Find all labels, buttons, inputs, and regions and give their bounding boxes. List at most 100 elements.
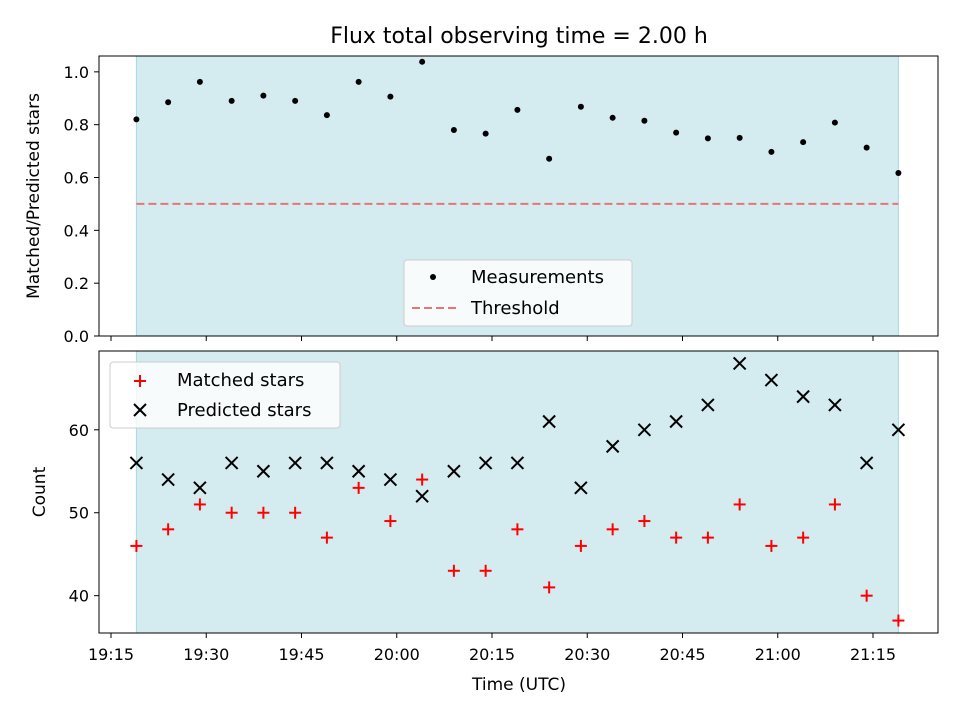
y-tick-label: 0.0 [64, 327, 89, 346]
legend-measurements-marker [430, 274, 436, 280]
predicted-star-point [669, 414, 683, 429]
measurement-point [673, 129, 680, 136]
bottom-y-ticks: 40 50 60 [69, 421, 99, 606]
predicted-star-point [256, 464, 271, 478]
predicted-star-point [415, 489, 429, 503]
legend-measurements-label: Measurements [471, 267, 604, 288]
predicted-star-point [288, 456, 302, 470]
predicted-star-point [732, 356, 747, 371]
top-y-ticks: 0.0 0.2 0.4 0.6 0.8 1.0 [64, 63, 99, 346]
measurement-point [133, 116, 140, 123]
measurement-point [292, 97, 299, 104]
matched-star-point [892, 614, 905, 627]
matched-star-point [416, 473, 429, 486]
measurement-point [546, 155, 553, 162]
predicted-star-point [351, 464, 366, 478]
measurement-point [641, 117, 648, 124]
y-tick-label: 1.0 [64, 63, 89, 82]
measurement-point [514, 106, 521, 113]
measurement-points [133, 58, 902, 177]
y-tick-label: 50 [69, 504, 89, 523]
measurement-point [736, 134, 743, 141]
legend-threshold-label: Threshold [470, 298, 560, 319]
measurement-point [577, 103, 584, 110]
matched-star-point [638, 515, 651, 528]
predicted-star-point [478, 456, 493, 470]
matched-star-point [797, 531, 810, 544]
bottom-x-ticks: 19:15 19:30 19:45 20:00 20:15 20:30 20:45 21:00… [88, 633, 896, 664]
top-legend: Measurements Threshold [403, 259, 633, 327]
bottom-panel: 40 50 60 19:15 19:30 19:45 20:00 20:15 20:30 20:… [30, 350, 939, 695]
measurement-point [165, 99, 172, 106]
count-points [129, 356, 906, 627]
matched-star-point [320, 531, 333, 544]
x-tick-label: 19:30 [183, 645, 229, 664]
matched-star-point [511, 523, 524, 536]
y-tick-label: 0.2 [64, 274, 89, 293]
measurement-point [704, 135, 711, 142]
measurement-point [482, 130, 489, 137]
matched-star-point [701, 531, 714, 544]
top-x-ticks [110, 336, 874, 341]
predicted-star-point [193, 481, 207, 495]
legend-matched-marker [134, 375, 146, 387]
measurement-point [323, 112, 330, 119]
x-tick-label: 21:15 [850, 645, 896, 664]
predicted-star-point [891, 423, 906, 437]
top-y-axis-label: Matched/Predicted stars [24, 93, 44, 299]
legend-matched-label: Matched stars [177, 370, 304, 391]
measurement-point [831, 119, 838, 126]
matched-star-point [860, 589, 873, 602]
matched-star-point [733, 498, 746, 511]
matched-star-point [162, 523, 175, 536]
bottom-legend: Matched stars Predicted stars [109, 361, 341, 429]
measurement-point [419, 58, 426, 65]
predicted-star-point [764, 373, 779, 387]
matched-star-point [543, 581, 556, 594]
measurement-point [800, 139, 807, 146]
predicted-star-point [637, 423, 652, 437]
matched-star-point [193, 498, 206, 511]
legend-predicted-label: Predicted stars [177, 400, 311, 421]
matched-star-point [130, 539, 143, 552]
measurement-point [895, 170, 902, 177]
matched-star-point [574, 539, 587, 552]
matched-star-point [225, 506, 238, 519]
x-tick-label: 21:00 [755, 645, 801, 664]
y-tick-label: 0.8 [64, 116, 89, 135]
measurement-point [260, 92, 267, 99]
x-tick-label: 20:15 [469, 645, 515, 664]
matched-star-point [257, 506, 270, 519]
legend-predicted-marker [133, 403, 147, 417]
top-legend-box [403, 259, 633, 327]
predicted-star-point [510, 456, 525, 470]
matched-star-point [447, 564, 460, 577]
measurement-point [387, 93, 394, 100]
predicted-star-point [574, 481, 588, 495]
matched-star-point [289, 506, 302, 519]
predicted-star-point [447, 464, 461, 478]
y-tick-label: 0.6 [64, 169, 89, 188]
y-tick-label: 0.4 [64, 221, 89, 240]
bottom-y-axis-label: Count [30, 466, 50, 517]
predicted-star-point [320, 456, 334, 470]
predicted-star-point [224, 456, 239, 470]
matched-star-point [479, 564, 492, 577]
measurement-point [450, 126, 457, 133]
matched-star-point [352, 481, 365, 494]
top-panel: 0.0 0.2 0.4 0.6 0.8 1.0 Matched/Predicted sta… [24, 55, 939, 346]
predicted-star-point [859, 456, 874, 470]
measurement-point [768, 148, 775, 155]
x-axis-label: Time (UTC) [471, 675, 566, 695]
bottom-axes-frame [98, 350, 939, 634]
measurement-point [355, 78, 362, 85]
measurement-point [228, 97, 235, 104]
x-tick-label: 20:30 [564, 645, 610, 664]
matched-star-point [384, 515, 397, 528]
measurement-point [609, 114, 616, 121]
matched-star-point [828, 498, 841, 511]
top-axes-frame [98, 55, 939, 337]
chart-title: Flux total observing time = 2.00 h [330, 24, 708, 49]
predicted-star-point [383, 472, 398, 487]
